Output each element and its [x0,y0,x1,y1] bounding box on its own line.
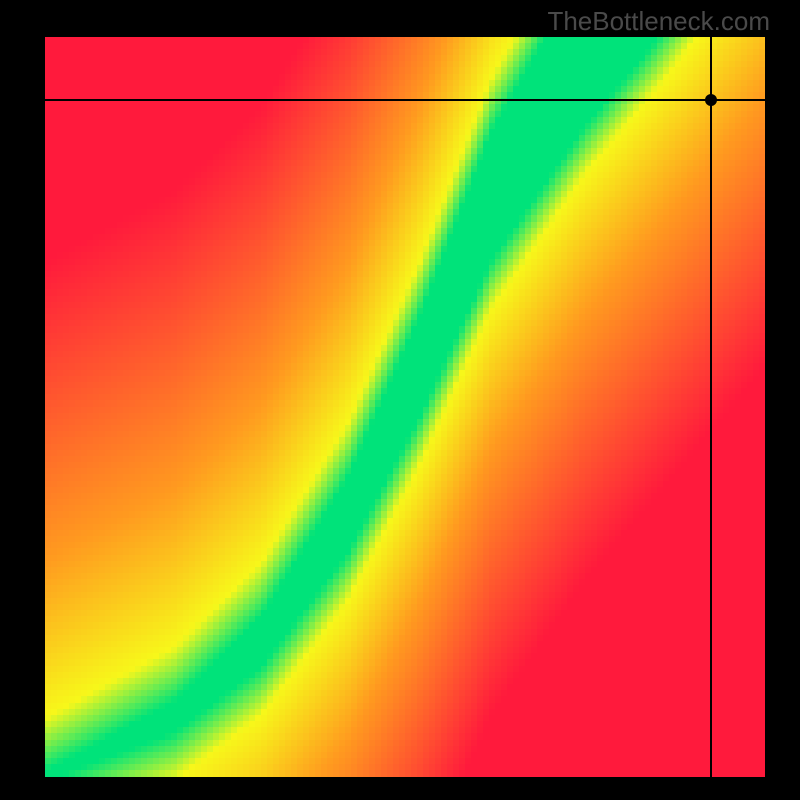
crosshair-horizontal [45,99,765,101]
watermark-text: TheBottleneck.com [547,6,770,37]
heatmap-canvas [45,37,765,777]
chart-container: TheBottleneck.com [0,0,800,800]
crosshair-vertical [710,37,712,777]
marker-point [705,94,717,106]
